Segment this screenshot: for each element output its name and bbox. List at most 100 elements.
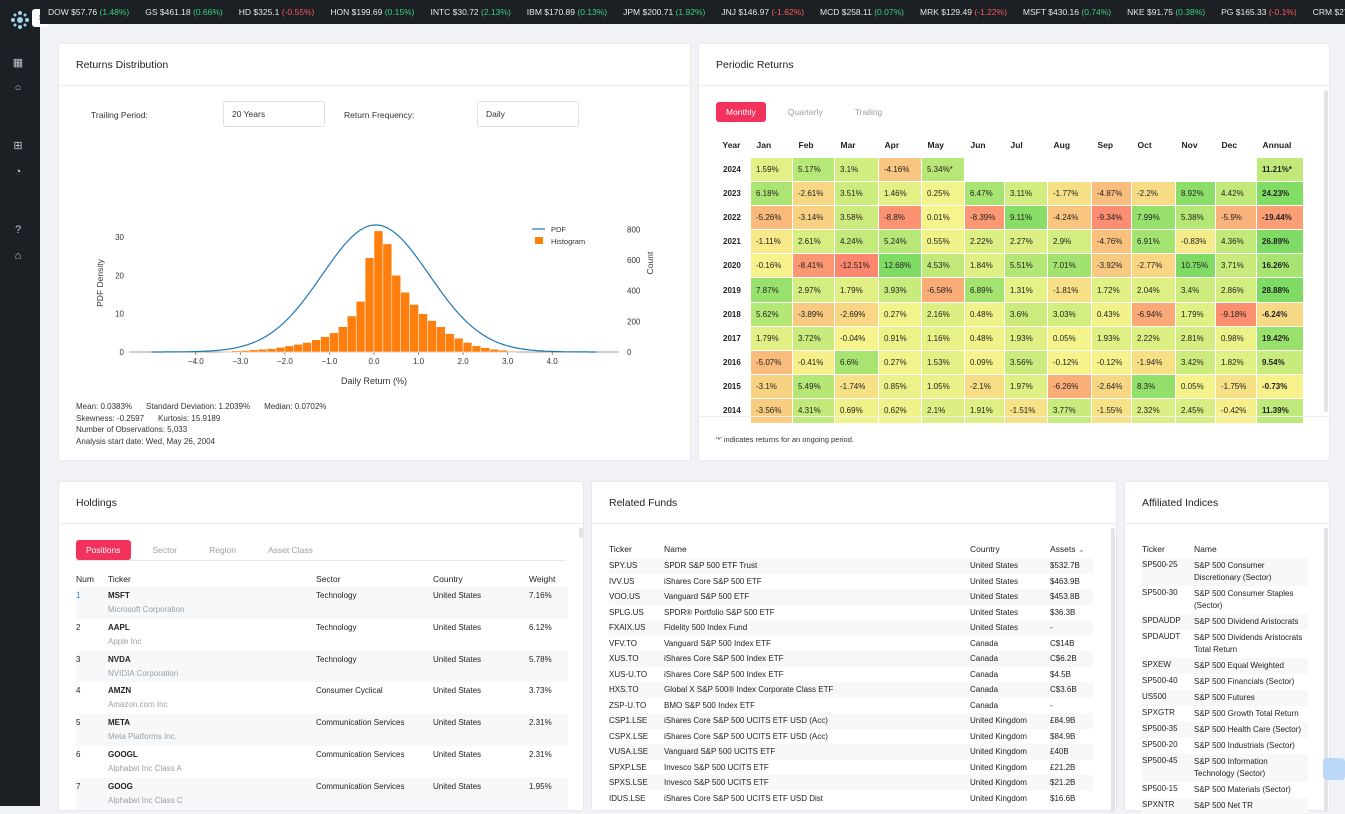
index-row[interactable]: US500 S&P 500 Futures	[1142, 690, 1308, 706]
trailing-period-select[interactable]: 20 Years	[223, 101, 325, 127]
index-row[interactable]: SP500-40 S&P 500 Financials (Sector)	[1142, 674, 1308, 690]
tab-trailing[interactable]: Trailing	[854, 107, 883, 117]
index-ticker[interactable]: SP500-25	[1142, 560, 1178, 569]
holding-row[interactable]: 7 GOOG Alphabet Inc Class C Communication S…	[76, 777, 568, 810]
bank-icon[interactable]: ⌂	[14, 250, 22, 262]
ticker-item[interactable]: PG $165.33 (-0.1%)	[1221, 7, 1297, 17]
ticker-item[interactable]: NKE $91.75 (0.38%)	[1127, 7, 1205, 17]
tab-region[interactable]: Region	[209, 545, 237, 555]
fund-ticker[interactable]: IVV.US	[609, 576, 635, 586]
holding-row[interactable]: 1 MSFT Microsoft Corporation Technology Unit…	[76, 587, 568, 619]
column-header[interactable]: Assets ⌄	[1050, 540, 1093, 558]
fund-ticker[interactable]: VFV.TO	[609, 638, 638, 648]
fund-ticker[interactable]: XUS.TO	[609, 654, 639, 664]
index-ticker[interactable]: US500	[1142, 692, 1167, 701]
index-ticker[interactable]: SP500-15	[1142, 784, 1178, 793]
tab-quarterly[interactable]: Quarterly	[787, 107, 823, 117]
index-ticker[interactable]: SPXNTR	[1142, 800, 1175, 809]
fund-row[interactable]: SPY.US SPDR S&P 500 ETF Trust United State…	[609, 558, 1093, 574]
index-ticker[interactable]: SPXGTR	[1142, 708, 1175, 717]
holding-row[interactable]: 5 META Meta Platforms Inc. Communication Se…	[76, 714, 568, 746]
fund-row[interactable]: SPLG.US SPDR® Portfolio S&P 500 ETF United…	[609, 605, 1093, 621]
ticker-item[interactable]: MSFT $430.16 (0.74%)	[1023, 7, 1111, 17]
index-ticker[interactable]: SP500-40	[1142, 676, 1178, 685]
fund-ticker[interactable]: VOO.US	[609, 592, 641, 602]
index-row[interactable]: SPDAUDT S&P 500 Dividends Aristocrats Tot…	[1142, 630, 1308, 658]
fund-row[interactable]: VFV.TO Vanguard S&P 500 Index ETF Canada C$…	[609, 636, 1093, 652]
fund-ticker[interactable]: IDUS.LSE	[609, 793, 646, 803]
fund-row[interactable]: CSP1.LSE iShares Core S&P 500 UCITS ETF U…	[609, 713, 1093, 729]
fund-ticker[interactable]: FXAIX.US	[609, 623, 646, 633]
ticker-item[interactable]: JPM $200.71 (1.92%)	[623, 7, 705, 17]
ticker-item[interactable]: HON $199.69 (0.15%)	[330, 7, 414, 17]
fund-row[interactable]: XUS-U.TO iShares Core S&P 500 Index ETF Ca…	[609, 667, 1093, 683]
ticker-item[interactable]: GS $461.18 (0.66%)	[145, 7, 223, 17]
fund-row[interactable]: HXS.TO Global X S&P 500® Index Corporate …	[609, 682, 1093, 698]
holding-ticker[interactable]: AAPL	[108, 622, 130, 632]
fund-ticker[interactable]: CSP1.LSE	[609, 716, 648, 726]
index-ticker[interactable]: SPDAUDP	[1142, 616, 1181, 625]
index-ticker[interactable]: SP500-35	[1142, 724, 1178, 733]
fund-ticker[interactable]: SPLG.US	[609, 607, 644, 617]
index-row[interactable]: SPXEW S&P 500 Equal Weighted	[1142, 658, 1308, 674]
ticker-item[interactable]: MCD $258.11 (0.07%)	[820, 7, 904, 17]
circle-icon[interactable]: ○	[14, 82, 22, 94]
holding-ticker[interactable]: GOOGL	[108, 749, 138, 759]
tab-asset-class[interactable]: Asset Class	[268, 545, 313, 555]
index-row[interactable]: SP500-45 S&P 500 Information Technology (…	[1142, 754, 1308, 782]
ticker-item[interactable]: MRK $129.49 (-1.22%)	[920, 7, 1007, 17]
holding-ticker[interactable]: META	[108, 718, 131, 728]
fund-ticker[interactable]: ZSP-U.TO	[609, 700, 647, 710]
index-row[interactable]: SP500-15 S&P 500 Materials (Sector)	[1142, 782, 1308, 798]
help-icon[interactable]: ?	[14, 224, 22, 236]
fund-ticker[interactable]: SPY.US	[609, 561, 638, 571]
index-ticker[interactable]: SP500-20	[1142, 740, 1178, 749]
holding-ticker[interactable]: GOOG	[108, 781, 133, 791]
holding-row[interactable]: 4 AMZN Amazon.com Inc Consumer Cyclical Unit…	[76, 682, 568, 714]
fund-row[interactable]: IDUS.LSE iShares Core S&P 500 UCITS ETF U…	[609, 791, 1093, 807]
add-widget-icon[interactable]: ⊞	[13, 140, 23, 152]
index-ticker[interactable]: SP500-30	[1142, 588, 1178, 597]
index-row[interactable]: SPXGTR S&P 500 Growth Total Return	[1142, 706, 1308, 722]
holding-ticker[interactable]: NVDA	[108, 654, 131, 664]
fund-row[interactable]: ZSP-U.TO BMO S&P 500 Index ETF Canada -	[609, 698, 1093, 714]
ticker-item[interactable]: HD $325.1 (-0.55%)	[239, 7, 315, 17]
fund-ticker[interactable]: XUS-U.TO	[609, 669, 648, 679]
scroll-top-button[interactable]	[1323, 758, 1345, 780]
index-row[interactable]: SP500-20 S&P 500 Industrials (Sector)	[1142, 738, 1308, 754]
index-row[interactable]: SPDAUDP S&P 500 Dividend Aristocrats	[1142, 614, 1308, 630]
fund-ticker[interactable]: SPXP.LSE	[609, 762, 647, 772]
fund-row[interactable]: VUSA.LSE Vanguard S&P 500 UCITS ETF United…	[609, 744, 1093, 760]
index-ticker[interactable]: SPXEW	[1142, 660, 1171, 669]
fund-ticker[interactable]: CSPX.LSE	[609, 731, 649, 741]
holding-row[interactable]: 6 GOOGL Alphabet Inc Class A Communication …	[76, 746, 568, 778]
sort-desc-icon[interactable]: ⌄	[1075, 543, 1085, 554]
ticker-item[interactable]: DOW $57.76 (1.48%)	[48, 7, 129, 17]
ticker-item[interactable]: INTC $30.72 (2.13%)	[430, 7, 510, 17]
index-row[interactable]: SP500-35 S&P 500 Health Care (Sector)	[1142, 722, 1308, 738]
holding-row[interactable]: 2 AAPL Apple Inc Technology United States 6.1…	[76, 619, 568, 651]
fund-ticker[interactable]: HXS.TO	[609, 685, 639, 695]
holding-ticker[interactable]: MSFT	[108, 591, 130, 600]
holding-row[interactable]: 3 NVDA NVIDIA Corporation Technology United …	[76, 650, 568, 683]
ticker-item[interactable]: JNJ $146.97 (-1.62%)	[721, 7, 804, 17]
return-frequency-select[interactable]: Daily	[477, 101, 579, 127]
ticker-item[interactable]: CRM $272.29 (	[1313, 7, 1345, 17]
index-row[interactable]: SPXNTR S&P 500 Net TR	[1142, 798, 1308, 814]
fund-row[interactable]: SPXS.LSE Invesco S&P 500 UCITS ETF United …	[609, 775, 1093, 791]
fund-row[interactable]: CSPX.LSE iShares Core S&P 500 UCITS ETF U…	[609, 729, 1093, 745]
pie-chart-icon[interactable]: ◔	[14, 166, 22, 178]
tab-monthly[interactable]: Monthly	[716, 102, 766, 122]
tab-sector[interactable]: Sector	[152, 545, 178, 555]
fund-row[interactable]: XUS.TO iShares Core S&P 500 Index ETF Cana…	[609, 651, 1093, 667]
fund-row[interactable]: IVV.US iShares Core S&P 500 ETF United Sta…	[609, 574, 1093, 590]
fund-row[interactable]: FXAIX.US Fidelity 500 Index Fund United St…	[609, 620, 1093, 636]
fund-row[interactable]: SPXP.LSE Invesco S&P 500 UCITS ETF United …	[609, 760, 1093, 776]
index-row[interactable]: SP500-25 S&P 500 Consumer Discretionary (…	[1142, 558, 1308, 586]
fund-ticker[interactable]: VUSA.LSE	[609, 747, 649, 757]
index-row[interactable]: SP500-30 S&P 500 Consumer Staples (Sector…	[1142, 586, 1308, 614]
holding-ticker[interactable]: AMZN	[108, 686, 132, 696]
index-ticker[interactable]: SP500-45	[1142, 756, 1178, 765]
dashboard-icon[interactable]: ▦	[12, 57, 24, 69]
index-ticker[interactable]: SPDAUDT	[1142, 632, 1181, 641]
